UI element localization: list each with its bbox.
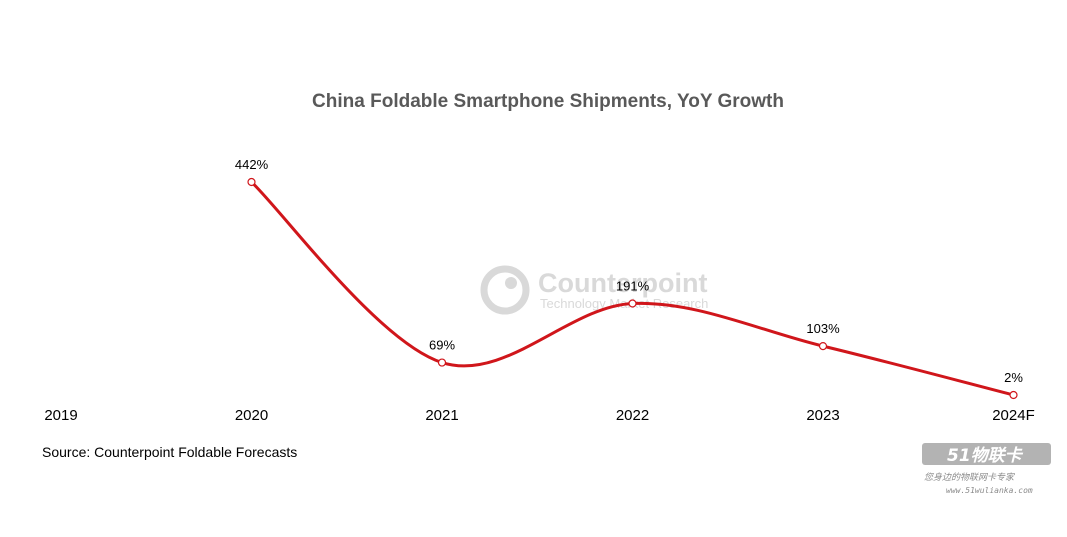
data-label-2022: 191% [616,279,650,294]
data-point-2022 [628,299,637,308]
data-point-2021 [437,358,447,367]
stamp-brand: 51物联卡 [947,446,1024,466]
x-tick-2020: 2020 [235,407,268,424]
data-label-2024F: 2% [1004,370,1023,385]
x-tick-2023: 2023 [806,407,839,424]
x-tick-2024F: 2024F [992,407,1035,424]
data-point-2023 [818,342,828,351]
chart-title: China Foldable Smartphone Shipments, YoY… [312,91,784,112]
51wulianka-stamp: 51物联卡 您身边的物联网卡专家 www.51wulianka.com [922,443,1051,495]
data-label-2021: 69% [429,338,455,353]
data-point-2020 [247,177,256,187]
source-note: Source: Counterpoint Foldable Forecasts [42,444,297,460]
stamp-slogan: 您身边的物联网卡专家 [924,472,1015,483]
data-label-2023: 103% [806,321,840,336]
data-label-2020: 442% [235,157,269,172]
plot-area: 442% 69% 191% 103% 2% 2019 2020 2021 2022 2023 202… [44,157,1034,424]
stamp-url: www.51wulianka.com [946,486,1033,495]
x-tick-2022: 2022 [616,407,649,424]
counterpoint-logo-icon [480,265,530,315]
data-point-2024F [1009,390,1018,400]
watermark-brand: Counterpoint [538,268,707,298]
x-tick-2019: 2019 [44,407,77,424]
stamp-badge [922,443,1051,465]
series-line [250,180,1014,397]
x-tick-2021: 2021 [425,407,458,424]
